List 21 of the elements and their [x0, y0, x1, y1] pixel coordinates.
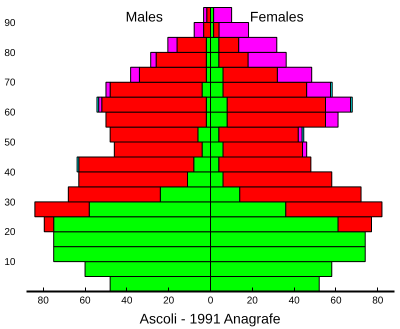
x-tick-label: 60 [330, 296, 342, 306]
x-tick-label: 0 [208, 296, 214, 306]
x-tick-label: 80 [38, 296, 50, 306]
y-tick-label: 60 [4, 108, 16, 119]
x-axis-title: Ascoli - 1991 Anagrafe [140, 310, 281, 326]
y-tick-label: 30 [4, 197, 16, 208]
x-tick-label: 20 [246, 296, 258, 306]
y-tick-label: 40 [4, 167, 16, 178]
annotation: Males [126, 8, 163, 25]
x-tick-label: 20 [163, 296, 175, 306]
x-tick-label: 40 [288, 296, 300, 306]
y-tick-label: 90 [4, 18, 16, 29]
y-tick-label: 10 [4, 257, 16, 268]
y-tick-label: 70 [4, 78, 16, 89]
x-tick-label: 80 [372, 296, 384, 306]
x-tick-label: 60 [79, 296, 92, 306]
annotation: Females [250, 8, 304, 25]
x-tick-label: 40 [121, 296, 133, 306]
y-tick-label: 20 [4, 227, 16, 238]
y-tick-label: 50 [4, 138, 16, 149]
y-tick-label: 80 [4, 48, 16, 59]
